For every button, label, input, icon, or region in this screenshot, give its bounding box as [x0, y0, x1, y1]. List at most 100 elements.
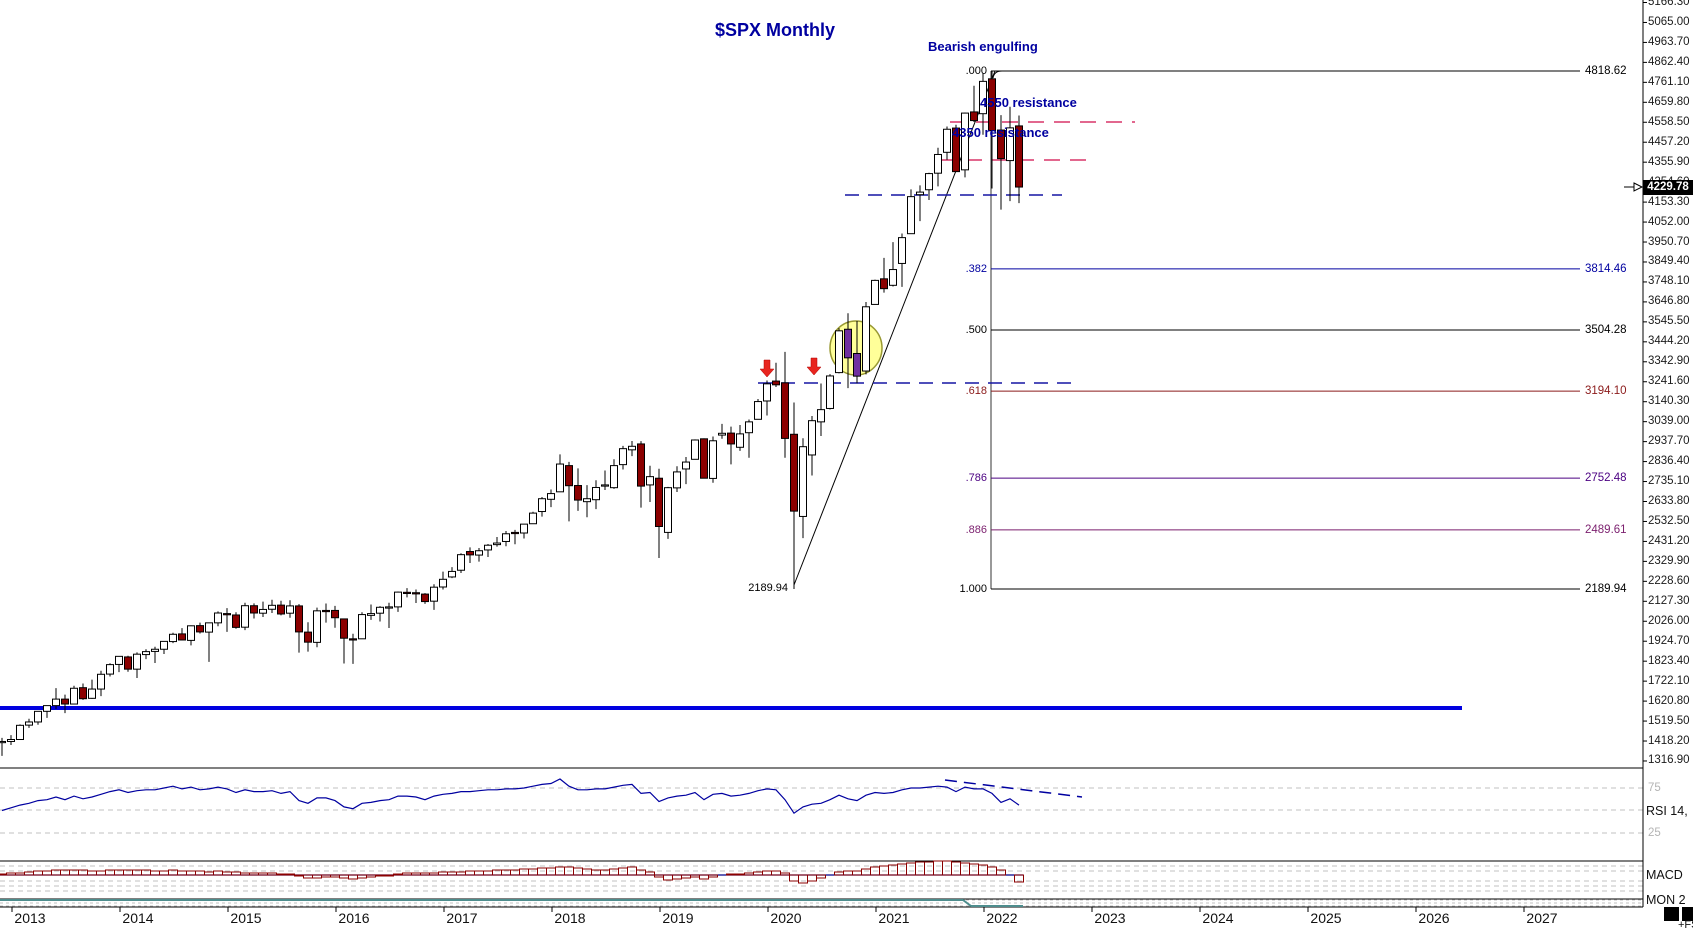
candle-body[interactable]: [304, 631, 312, 643]
candle-body[interactable]: [475, 550, 483, 556]
candle-body[interactable]: [187, 625, 195, 641]
candle-body[interactable]: [1006, 127, 1014, 162]
candle-body[interactable]: [115, 655, 123, 665]
rsi-pane-label[interactable]: RSI 14,: [1646, 804, 1688, 818]
candle-body[interactable]: [61, 698, 69, 705]
candle-body[interactable]: [313, 610, 321, 643]
candle-body[interactable]: [466, 551, 474, 556]
candle-body[interactable]: [394, 591, 402, 608]
candle-body[interactable]: [880, 278, 888, 290]
candle-body[interactable]: [916, 191, 924, 196]
candle-body[interactable]: [736, 433, 744, 448]
candle-body[interactable]: [376, 606, 384, 614]
sell-signal-arrow-icon[interactable]: [806, 357, 822, 376]
sell-signal-arrow-icon[interactable]: [759, 359, 775, 378]
candle-body[interactable]: [124, 656, 132, 670]
candle-body[interactable]: [142, 651, 150, 656]
candle-body[interactable]: [898, 237, 906, 264]
candle-body[interactable]: [43, 705, 51, 712]
candle-body[interactable]: [88, 688, 96, 699]
volume-pane-label[interactable]: MON 2: [1646, 893, 1686, 907]
candle-body[interactable]: [493, 542, 501, 546]
rsi-line[interactable]: [1, 778, 1020, 815]
candle-body[interactable]: [358, 614, 366, 640]
candle-body[interactable]: [529, 512, 537, 525]
candle-body[interactable]: [700, 438, 708, 479]
candle-body[interactable]: [421, 593, 429, 603]
candle-body[interactable]: [664, 487, 672, 533]
candle-body[interactable]: [250, 605, 258, 614]
candle-body[interactable]: [988, 78, 996, 132]
candle-body[interactable]: [205, 622, 213, 633]
candle-body[interactable]: [763, 383, 771, 402]
candle-body[interactable]: [826, 375, 834, 409]
candle-body[interactable]: [151, 648, 159, 652]
candle-body[interactable]: [583, 498, 591, 503]
candle-body[interactable]: [7, 739, 15, 742]
candle-body[interactable]: [646, 476, 654, 486]
candle-body[interactable]: [322, 609, 330, 613]
candle-body[interactable]: [439, 578, 447, 588]
candle-body[interactable]: [691, 439, 699, 460]
candle-body[interactable]: [718, 432, 726, 436]
candle-body[interactable]: [997, 129, 1005, 160]
rsi-divergence-dashed-line[interactable]: [944, 779, 1083, 798]
macd-pane-label[interactable]: MACD: [1646, 868, 1683, 882]
candle-body[interactable]: [754, 401, 762, 420]
candle-body[interactable]: [952, 127, 960, 173]
candle-body[interactable]: [340, 618, 348, 639]
candle-body[interactable]: [682, 461, 690, 470]
candle-body[interactable]: [871, 279, 879, 305]
candle-body[interactable]: [241, 605, 249, 628]
candle-body[interactable]: [502, 533, 510, 542]
bearish-engulfing-annotation[interactable]: Bearish engulfing: [928, 39, 1038, 54]
candle-body[interactable]: [934, 153, 942, 174]
candle-body[interactable]: [97, 673, 105, 690]
candle-body[interactable]: [556, 463, 564, 493]
candle-body[interactable]: [790, 433, 798, 512]
candle-body[interactable]: [430, 586, 438, 602]
candle-body[interactable]: [565, 465, 573, 487]
status-square[interactable]: [1682, 907, 1693, 921]
candle-body[interactable]: [727, 432, 735, 445]
candle-body[interactable]: [745, 421, 753, 434]
candle-body[interactable]: [844, 328, 852, 359]
candle-body[interactable]: [160, 640, 168, 650]
candle-body[interactable]: [286, 605, 294, 614]
candle-body[interactable]: [961, 112, 969, 171]
candle-body[interactable]: [331, 609, 339, 619]
candle-body[interactable]: [862, 306, 870, 372]
candle-body[interactable]: [889, 269, 897, 286]
resistance-4350-annotation[interactable]: 4350 resistance: [952, 125, 1049, 140]
candle-body[interactable]: [601, 484, 609, 487]
candle-body[interactable]: [106, 664, 114, 675]
candle-body[interactable]: [277, 604, 285, 615]
candle-body[interactable]: [196, 625, 204, 633]
candle-body[interactable]: [592, 486, 600, 501]
candle-body[interactable]: [907, 196, 915, 235]
status-square[interactable]: [1664, 907, 1679, 921]
candle-body[interactable]: [259, 608, 267, 614]
candle-body[interactable]: [79, 687, 87, 700]
candle-body[interactable]: [1015, 125, 1023, 188]
candle-body[interactable]: [943, 128, 951, 153]
candle-body[interactable]: [574, 485, 582, 501]
candle-body[interactable]: [0, 740, 6, 744]
candle-body[interactable]: [349, 638, 357, 641]
candle-body[interactable]: [52, 698, 60, 707]
candle-body[interactable]: [979, 80, 987, 115]
candle-body[interactable]: [520, 523, 528, 534]
candle-body[interactable]: [547, 493, 555, 500]
candle-body[interactable]: [709, 440, 717, 479]
candle-body[interactable]: [673, 471, 681, 489]
candle-body[interactable]: [511, 531, 519, 535]
candle-body[interactable]: [457, 554, 465, 571]
resistance-4550-annotation[interactable]: 4550 resistance: [980, 95, 1077, 110]
candle-body[interactable]: [169, 633, 177, 643]
candle-body[interactable]: [619, 448, 627, 466]
candle-body[interactable]: [214, 612, 222, 624]
candle-body[interactable]: [484, 544, 492, 551]
candle-body[interactable]: [367, 613, 375, 616]
candle-body[interactable]: [637, 443, 645, 487]
